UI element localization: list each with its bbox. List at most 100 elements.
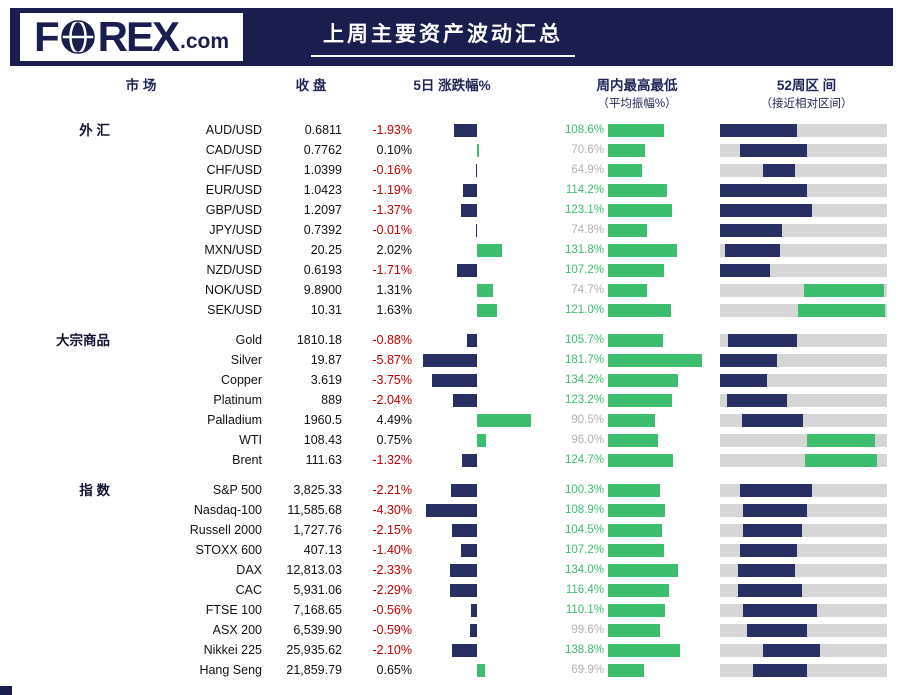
- range-52w-cell: [720, 663, 893, 677]
- asset-name: Nasdaq-100: [193, 503, 262, 517]
- change-bar-cell: [422, 543, 554, 557]
- amplitude-bar: [608, 523, 663, 537]
- range-bar: [725, 243, 781, 257]
- change-value: -1.37%: [372, 203, 412, 217]
- change-bar: [449, 563, 478, 577]
- range-bar: [738, 563, 796, 577]
- range-bar: [743, 603, 817, 617]
- column-header-weekly-main: 周内最高最低: [596, 78, 678, 93]
- asset-name: EUR/USD: [205, 183, 262, 197]
- range-52w-cell: [720, 393, 893, 407]
- change-value: -1.32%: [372, 453, 412, 467]
- change-bar: [477, 433, 487, 447]
- amplitude-label: 107.2%: [564, 263, 604, 276]
- amplitude-bar: [608, 543, 664, 557]
- table-row: STOXX 600 407.13 -1.40% 107.2%: [10, 540, 893, 560]
- table-row: Russell 2000 1,727.76 -2.15% 104.5%: [10, 520, 893, 540]
- amplitude-bar: [608, 303, 671, 317]
- change-bar: [466, 333, 478, 347]
- amplitude-label: 69.9%: [571, 663, 604, 676]
- change-bar: [477, 243, 502, 257]
- close-value: 1.2097: [303, 203, 342, 217]
- amplitude-label: 90.5%: [571, 413, 604, 426]
- table-row: MXN/USD 20.25 2.02% 131.8%: [10, 240, 893, 260]
- change-value: -0.01%: [372, 223, 412, 237]
- amplitude-label: 123.1%: [564, 203, 604, 216]
- table-row: 外 汇 AUD/USD 0.6811 -1.93% 108.6%: [10, 120, 893, 140]
- group-label: 指 数: [79, 482, 110, 498]
- amplitude-label: 107.2%: [564, 543, 604, 556]
- amplitude-label: 99.6%: [571, 623, 604, 636]
- close-value: 11,585.68: [287, 503, 342, 517]
- close-value: 889: [321, 393, 342, 407]
- range-52w-cell: [720, 623, 893, 637]
- range-track: [720, 373, 887, 387]
- amplitude-label: 134.2%: [564, 373, 604, 386]
- change-bar: [456, 263, 478, 277]
- range-52w-cell: [720, 333, 893, 347]
- close-value: 6,539.90: [293, 623, 342, 637]
- change-bar-cell: [422, 303, 554, 317]
- column-header-weekly-highlow: 周内最高最低 （平均振幅%）: [554, 78, 720, 111]
- close-value: 0.7762: [303, 143, 342, 157]
- asset-name: Russell 2000: [189, 523, 262, 537]
- range-52w-cell: [720, 563, 893, 577]
- range-track: [720, 643, 887, 657]
- table-row: CHF/USD 1.0399 -0.16% 64.9%: [10, 160, 893, 180]
- change-value: -2.15%: [372, 523, 412, 537]
- change-bar-cell: [422, 453, 554, 467]
- range-bar: [720, 223, 782, 237]
- change-bar-cell: [422, 143, 554, 157]
- amplitude-label: 100.3%: [564, 483, 604, 496]
- range-bar: [720, 353, 777, 367]
- table-body: 外 汇 AUD/USD 0.6811 -1.93% 108.6% CAD/USD 0.776…: [10, 111, 893, 680]
- table-row: Hang Seng 21,859.79 0.65% 69.9%: [10, 660, 893, 680]
- change-value: -2.33%: [372, 563, 412, 577]
- change-value: 0.10%: [376, 143, 412, 157]
- amplitude-bar: [608, 263, 664, 277]
- asset-name: CHF/USD: [206, 163, 262, 177]
- range-track: [720, 563, 887, 577]
- weekly-highlow-cell: 104.5%: [554, 523, 720, 537]
- amplitude-bar: [608, 163, 642, 177]
- range-bar: [720, 123, 797, 137]
- amplitude-label: 96.0%: [571, 433, 604, 446]
- change-value: -1.93%: [372, 123, 412, 137]
- change-bar: [461, 453, 478, 467]
- header-banner: F REX .com 上周主要资产波动汇总: [10, 8, 893, 66]
- range-bar: [741, 413, 804, 427]
- weekly-highlow-cell: 108.9%: [554, 503, 720, 517]
- change-bar-cell: [422, 523, 554, 537]
- close-value: 1960.5: [303, 413, 342, 427]
- range-bar: [738, 583, 802, 597]
- change-value: 2.02%: [376, 243, 412, 257]
- range-bar: [743, 523, 802, 537]
- change-value: 4.49%: [376, 413, 412, 427]
- column-headers: 市 场 收 盘 5日 涨跌幅% 周内最高最低 （平均振幅%） 52周区 间 （接…: [10, 66, 893, 111]
- table-row: DAX 12,813.03 -2.33% 134.0%: [10, 560, 893, 580]
- range-52w-cell: [720, 163, 893, 177]
- change-bar-cell: [422, 413, 554, 427]
- logo-letters-rex: REX: [97, 13, 180, 60]
- weekly-highlow-cell: 100.3%: [554, 483, 720, 497]
- change-value: -5.87%: [372, 353, 412, 367]
- logo-letter-f: F: [34, 13, 60, 60]
- range-track: [720, 303, 887, 317]
- column-header-close: 收 盘: [295, 78, 327, 93]
- range-track: [720, 503, 887, 517]
- range-track: [720, 433, 887, 447]
- amplitude-bar: [608, 623, 660, 637]
- close-value: 1810.18: [296, 333, 342, 347]
- change-value: -2.04%: [372, 393, 412, 407]
- change-bar: [454, 123, 478, 137]
- close-value: 5,931.06: [293, 583, 342, 597]
- amplitude-bar: [608, 373, 678, 387]
- change-bar: [463, 183, 478, 197]
- weekly-highlow-cell: 74.8%: [554, 223, 720, 237]
- amplitude-label: 64.9%: [571, 163, 604, 176]
- range-track: [720, 603, 887, 617]
- range-bar: [803, 283, 884, 297]
- change-bar-cell: [422, 623, 554, 637]
- table-row: Platinum 889 -2.04% 123.2%: [10, 390, 893, 410]
